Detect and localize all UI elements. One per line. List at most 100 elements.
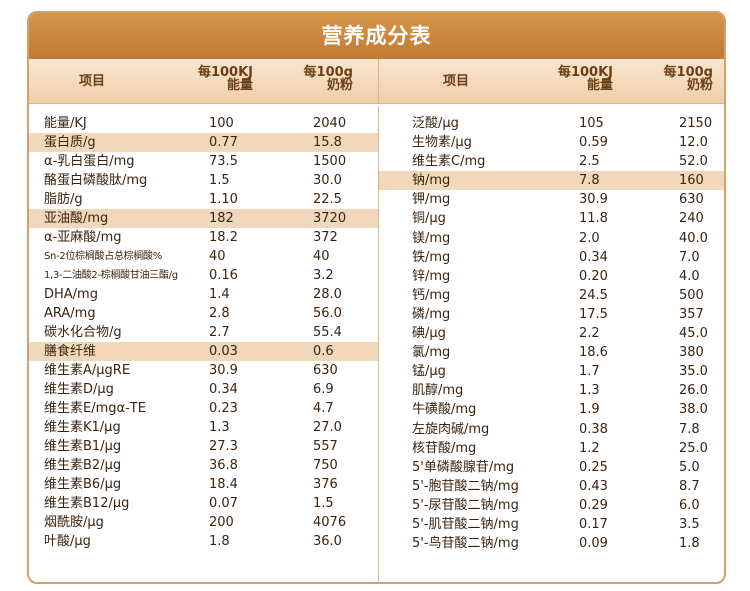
table-row: 锰/μg 1.7 35.0 (379, 362, 724, 381)
value-per-100g: 3.2 (313, 268, 334, 283)
table-row: 泛酸/μg 105 2150 (379, 114, 724, 133)
table-row: 维生素A/μgRE 30.9 630 (29, 361, 378, 380)
nutrient-name: ARA/mg (44, 306, 96, 321)
value-per-100kj: 2.7 (209, 325, 230, 340)
value-per-100g: 27.0 (313, 420, 342, 435)
nutrient-name: 锰/μg (412, 364, 446, 380)
table-row: 酪蛋白磷酸肽/mg 1.5 30.0 (29, 171, 378, 190)
value-per-100g: 25.0 (679, 440, 708, 456)
value-per-100kj: 0.38 (579, 421, 608, 437)
value-per-100g: 630 (679, 192, 704, 208)
value-per-100g: 376 (313, 477, 338, 492)
nutrient-name: 5'-尿苷酸二钠/mg (412, 497, 519, 513)
value-per-100g: 35.0 (679, 364, 708, 380)
value-per-100g: 7.8 (679, 421, 700, 437)
nutrient-name: DHA/mg (44, 287, 98, 302)
table-row: 维生素B12/μg 0.07 1.5 (29, 494, 378, 513)
table-row: 牛磺酸/mg 1.9 38.0 (379, 400, 724, 419)
value-per-100kj: 18.4 (209, 477, 238, 492)
value-per-100g: 1500 (313, 154, 347, 169)
header-per-kj-left: 每100KJ 能量 (197, 65, 253, 93)
value-per-100kj: 1.2 (579, 440, 600, 456)
nutrient-name: 钠/mg (412, 173, 451, 189)
value-per-100kj: 11.8 (579, 211, 608, 227)
table-row: 锌/mg 0.20 4.0 (379, 267, 724, 286)
value-per-100g: 4.0 (679, 268, 700, 284)
value-per-100kj: 0.34 (579, 249, 608, 265)
nutrient-name: 氯/mg (412, 345, 451, 361)
table-row: 叶酸/μg 1.8 36.0 (29, 532, 378, 551)
value-per-100g: 6.0 (679, 497, 700, 513)
nutrient-name: 维生素B2/μg (44, 458, 122, 473)
table-row: 1,3-二油酸2-棕榈酸甘油三酯/g 0.16 3.2 (29, 266, 378, 285)
table-row: DHA/mg 1.4 28.0 (29, 285, 378, 304)
table-row: 维生素E/mgα-TE 0.23 4.7 (29, 399, 378, 418)
nutrient-name: Sn-2位棕榈酸占总棕榈酸% (44, 251, 162, 262)
value-per-100kj: 1.8 (209, 534, 230, 549)
table-row: 维生素B2/μg 36.8 750 (29, 456, 378, 475)
nutrient-name: 维生素B1/μg (44, 439, 122, 454)
table-row: 5'-尿苷酸二钠/mg 0.29 6.0 (379, 496, 724, 515)
value-per-100g: 3.5 (679, 516, 700, 532)
nutrient-name: 维生素B12/μg (44, 496, 130, 511)
nutrient-name: 1,3-二油酸2-棕榈酸甘油三酯/g (44, 270, 178, 281)
table-header: 项目 每100KJ 能量 每100g 奶粉 项目 每100KJ 能量 每100g… (29, 59, 724, 104)
value-per-100kj: 2.2 (579, 326, 600, 342)
value-per-100kj: 1.10 (209, 192, 238, 207)
table-row: 维生素C/mg 2.5 52.0 (379, 152, 724, 171)
nutrient-name: 烟酰胺/μg (44, 515, 104, 530)
value-per-100g: 0.6 (313, 344, 334, 359)
value-per-100g: 357 (679, 306, 704, 322)
value-per-100kj: 18.6 (579, 345, 608, 361)
value-per-100g: 380 (679, 345, 704, 361)
table-row: α-乳白蛋白/mg 73.5 1500 (29, 152, 378, 171)
value-per-100kj: 7.8 (579, 173, 600, 189)
value-per-100kj: 18.2 (209, 230, 238, 245)
left-column: 能量/KJ 100 2040 蛋白质/g 0.77 15.8 α-乳白蛋白/mg 73.5 15… (29, 114, 378, 551)
value-per-100g: 12.0 (679, 135, 708, 151)
nutrient-name: 5'-胞苷酸二钠/mg (412, 478, 519, 494)
nutrient-name: 维生素B6/μg (44, 477, 122, 492)
header-per-g-right: 每100g 奶粉 (663, 65, 713, 93)
nutrient-name: 核苷酸/mg (412, 440, 477, 456)
value-per-100g: 5.0 (679, 459, 700, 475)
value-per-100kj: 0.09 (579, 536, 608, 552)
table-row: 能量/KJ 100 2040 (29, 114, 378, 133)
nutrient-name: 磷/mg (412, 306, 451, 322)
value-per-100g: 40 (313, 249, 330, 264)
value-per-100g: 750 (313, 458, 338, 473)
nutrient-name: 5'-肌苷酸二钠/mg (412, 516, 519, 532)
value-per-100g: 36.0 (313, 534, 342, 549)
value-per-100kj: 0.25 (579, 459, 608, 475)
nutrient-name: α-乳白蛋白/mg (44, 154, 135, 169)
table-row: 膳食纤维 0.03 0.6 (29, 342, 378, 361)
header-item-left: 项目 (79, 74, 106, 89)
nutrient-name: 钾/mg (412, 192, 451, 208)
value-per-100g: 4.7 (313, 401, 334, 416)
table-row: 碘/μg 2.2 45.0 (379, 324, 724, 343)
nutrient-name: 膳食纤维 (44, 344, 97, 359)
nutrient-name: 碳水化合物/g (44, 325, 122, 340)
nutrient-name: 酪蛋白磷酸肽/mg (44, 173, 148, 188)
value-per-100g: 55.4 (313, 325, 342, 340)
table-row: 钠/mg 7.8 160 (379, 171, 724, 191)
table-row: 烟酰胺/μg 200 4076 (29, 513, 378, 532)
value-per-100kj: 200 (209, 515, 234, 530)
value-per-100g: 4076 (313, 515, 347, 530)
nutrient-name: 维生素C/mg (412, 154, 486, 170)
nutrient-name: 叶酸/μg (44, 534, 91, 549)
value-per-100kj: 73.5 (209, 154, 238, 169)
table-row: 5'单磷酸腺苷/mg 0.25 5.0 (379, 458, 724, 477)
value-per-100kj: 105 (579, 116, 604, 131)
table-row: 镁/mg 2.0 40.0 (379, 229, 724, 248)
table-row: 维生素B6/μg 18.4 376 (29, 475, 378, 494)
nutrient-name: 泛酸/μg (412, 116, 459, 131)
value-per-100kj: 0.43 (579, 478, 608, 494)
value-per-100g: 15.8 (313, 135, 342, 150)
table-row: 钙/mg 24.5 500 (379, 286, 724, 305)
value-per-100kj: 1.3 (209, 420, 230, 435)
value-per-100g: 240 (679, 211, 704, 227)
header-per-kj-right: 每100KJ 能量 (557, 65, 613, 93)
value-per-100g: 22.5 (313, 192, 342, 207)
table-row: 生物素/μg 0.59 12.0 (379, 133, 724, 152)
